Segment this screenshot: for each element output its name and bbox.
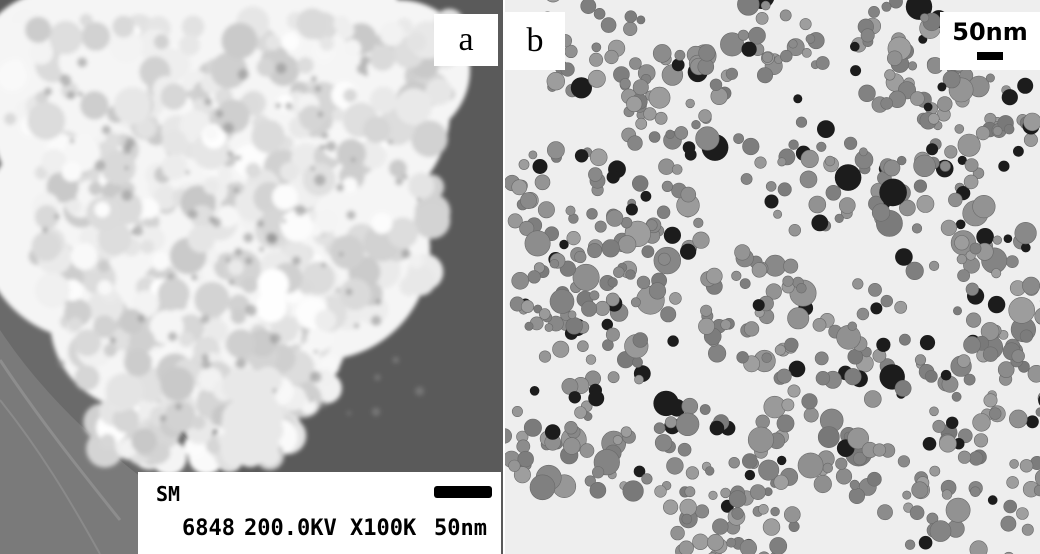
- accelerating-voltage: 200.0KV: [244, 516, 337, 541]
- scale-label: 50nm: [434, 516, 487, 541]
- sem-info-strip: SM 6848 200.0KV X100K 50nm: [138, 472, 501, 554]
- scale-label: 50nm: [952, 18, 1028, 46]
- panel-label-b: b: [505, 12, 565, 70]
- tem-micrograph: [505, 0, 1040, 554]
- magnification: X100K: [350, 516, 417, 541]
- scale-indicator: 50nm: [940, 12, 1040, 70]
- scale-bar: [977, 52, 1003, 60]
- nanoparticle-agglomerate: [0, 0, 470, 475]
- sem-image-panel-a: a SM 6848 200.0KV X100K 50nm: [0, 0, 503, 554]
- tem-image-panel-b: b 50nm: [505, 0, 1040, 554]
- nanoparticles: [505, 0, 1040, 554]
- image-number: 6848: [182, 516, 235, 541]
- panel-label-a: a: [434, 14, 498, 66]
- sem-micrograph: [0, 0, 503, 554]
- microscope-code: SM: [156, 482, 181, 506]
- scale-bar: [434, 486, 492, 498]
